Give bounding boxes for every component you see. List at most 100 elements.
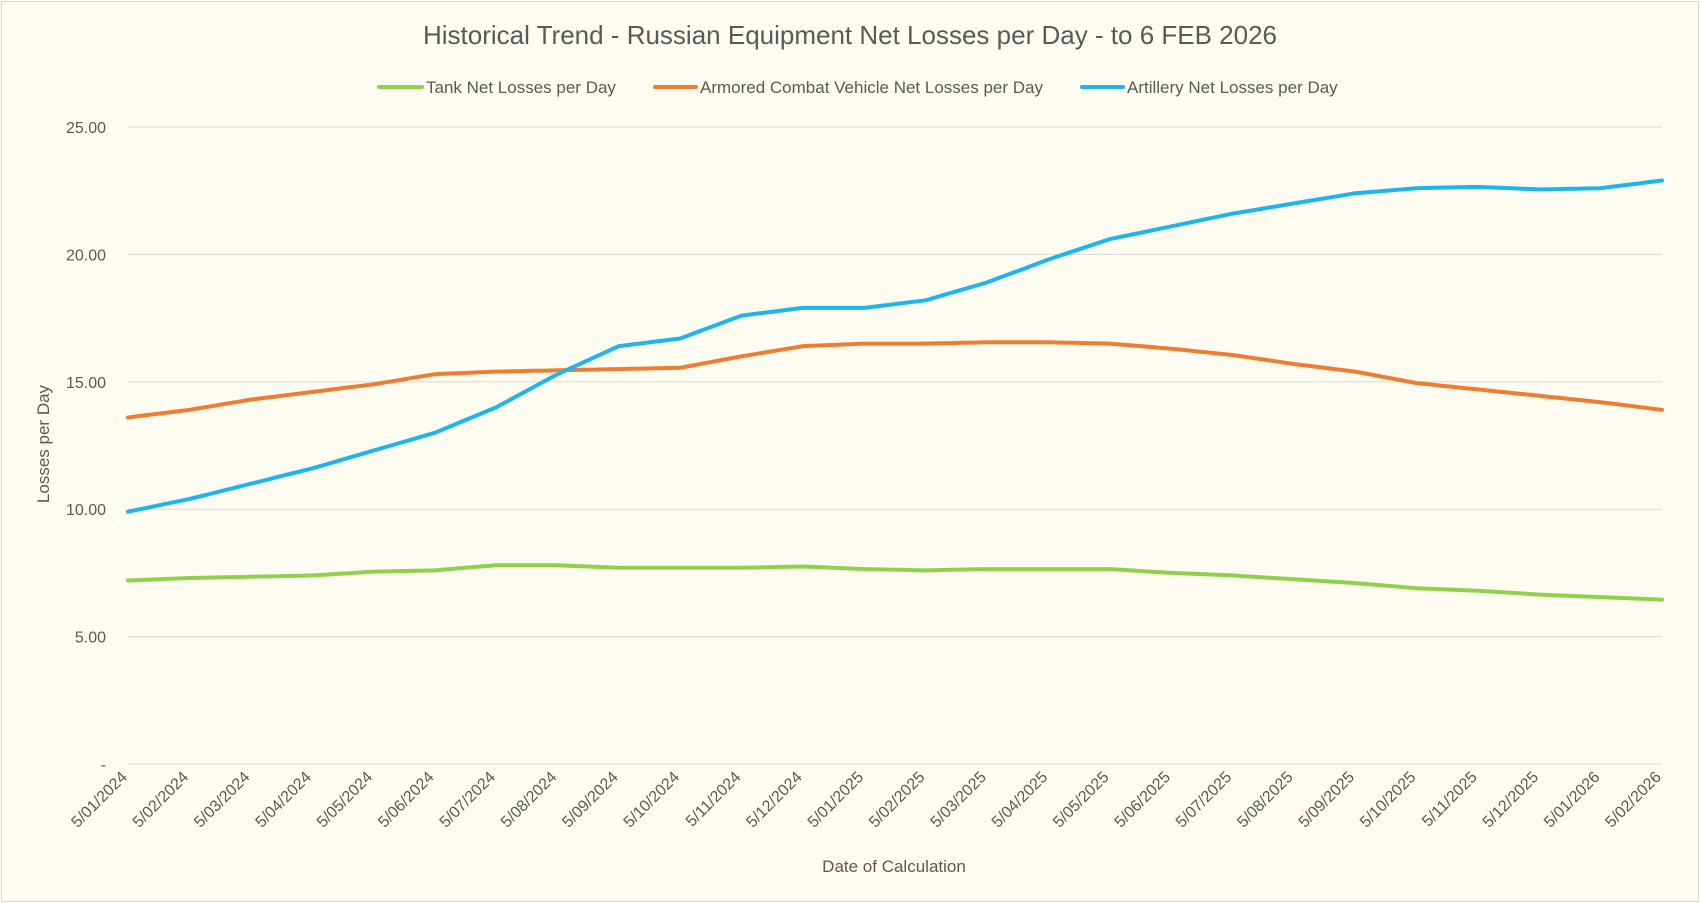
data-point	[1477, 388, 1479, 390]
data-point	[925, 343, 927, 345]
x-tick-label: 5/10/2025	[1357, 769, 1419, 831]
y-axis-title: Losses per Day	[34, 384, 53, 503]
x-tick-label: 5/06/2024	[375, 769, 437, 831]
gridlines	[128, 126, 1662, 765]
data-point	[434, 373, 436, 375]
x-tick-label: 5/09/2024	[559, 769, 621, 831]
y-axis-ticks: - 5.00 10.00 15.00 20.00 25.00	[66, 120, 106, 774]
data-point	[188, 577, 190, 579]
x-tick-label: 5/04/2025	[989, 769, 1051, 831]
x-tick-label: 5/06/2025	[1112, 769, 1174, 831]
data-point	[741, 567, 743, 569]
data-point	[372, 383, 374, 385]
legend: Tank Net Losses per Day Armored Combat V…	[377, 78, 1338, 97]
data-point	[1661, 409, 1663, 411]
x-tick-label: 5/01/2025	[805, 769, 867, 831]
data-point	[679, 567, 681, 569]
data-point	[311, 467, 313, 469]
x-tick-label: 5/01/2026	[1541, 769, 1603, 831]
data-point	[618, 345, 620, 347]
data-point	[1047, 258, 1049, 260]
data-point	[250, 576, 252, 578]
series-line	[126, 340, 1664, 420]
x-tick-label: 5/11/2024	[683, 769, 745, 831]
data-point	[495, 371, 497, 373]
series-line	[126, 563, 1664, 602]
y-tick-label: 10.00	[66, 502, 106, 519]
legend-label-artillery: Artillery Net Losses per Day	[1127, 78, 1338, 97]
x-tick-label: 5/02/2024	[130, 769, 192, 831]
y-tick-label: 5.00	[75, 630, 106, 647]
data-point	[741, 315, 743, 317]
data-point	[1600, 187, 1602, 189]
data-point	[250, 483, 252, 485]
data-point	[618, 368, 620, 370]
chart-title: Historical Trend - Russian Equipment Net…	[423, 20, 1277, 50]
x-tick-label: 5/02/2025	[866, 769, 928, 831]
y-tick-label: 20.00	[66, 247, 106, 264]
x-tick-label: 5/09/2025	[1296, 769, 1358, 831]
y-tick-label: 25.00	[66, 120, 106, 137]
data-point	[863, 343, 865, 345]
series-line	[126, 178, 1664, 514]
data-point	[802, 345, 804, 347]
series-0	[126, 563, 1664, 602]
x-tick-label: 5/01/2024	[68, 769, 130, 831]
data-point	[1354, 371, 1356, 373]
data-point	[1109, 238, 1111, 240]
x-tick-label: 5/03/2025	[928, 769, 990, 831]
data-point	[557, 369, 559, 371]
x-tick-label: 5/12/2024	[743, 769, 805, 831]
x-axis-title: Date of Calculation	[822, 857, 966, 876]
series-1	[126, 340, 1664, 420]
data-point	[127, 416, 129, 418]
x-axis-ticks: 5/01/2024 5/02/2024 5/03/2024 5/04/2024 5/05…	[68, 769, 1664, 831]
x-tick-label: 5/12/2025	[1480, 769, 1542, 831]
data-point	[1661, 599, 1663, 601]
x-tick-label: 5/05/2024	[314, 769, 376, 831]
data-point	[679, 337, 681, 339]
y-tick-label: 15.00	[66, 375, 106, 392]
x-tick-label: 5/05/2025	[1050, 769, 1112, 831]
data-point	[1047, 341, 1049, 343]
y-tick-label: -	[101, 757, 106, 774]
data-point	[1538, 395, 1540, 397]
data-point	[1231, 354, 1233, 356]
x-tick-label: 5/08/2024	[498, 769, 560, 831]
x-tick-label: 5/10/2024	[621, 769, 683, 831]
data-point	[802, 307, 804, 309]
x-tick-label: 5/11/2025	[1419, 769, 1481, 831]
data-point	[434, 432, 436, 434]
data-point	[1477, 590, 1479, 592]
data-point	[1047, 568, 1049, 570]
data-point	[495, 564, 497, 566]
x-tick-label: 5/08/2025	[1234, 769, 1296, 831]
data-point	[372, 571, 374, 573]
data-point	[188, 409, 190, 411]
data-point	[127, 511, 129, 513]
data-point	[372, 450, 374, 452]
data-point	[557, 373, 559, 375]
data-point	[1170, 572, 1172, 574]
data-point	[863, 307, 865, 309]
series-lines	[126, 178, 1664, 602]
data-point	[679, 367, 681, 369]
data-point	[250, 399, 252, 401]
data-point	[986, 281, 988, 283]
data-point	[1416, 382, 1418, 384]
data-point	[1661, 180, 1663, 182]
data-point	[1231, 213, 1233, 215]
data-point	[986, 341, 988, 343]
data-point	[1600, 596, 1602, 598]
data-point	[1170, 348, 1172, 350]
data-point	[434, 569, 436, 571]
data-point	[802, 566, 804, 568]
x-tick-label: 5/03/2024	[191, 769, 253, 831]
legend-label-tank: Tank Net Losses per Day	[426, 78, 616, 97]
data-point	[1600, 401, 1602, 403]
data-point	[557, 564, 559, 566]
data-point	[863, 568, 865, 570]
data-point	[1231, 574, 1233, 576]
